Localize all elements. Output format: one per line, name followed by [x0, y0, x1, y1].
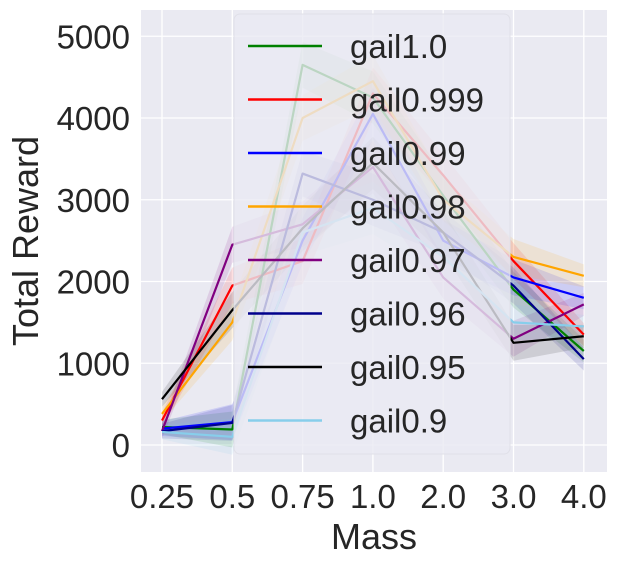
- x-axis-label: Mass: [331, 516, 417, 557]
- x-tick-label: 3.0: [491, 478, 537, 515]
- y-tick-label: 2000: [57, 264, 130, 301]
- legend-label: gail0.99: [350, 135, 466, 172]
- legend-label: gail0.96: [350, 296, 466, 333]
- y-tick-label: 3000: [57, 182, 130, 219]
- y-tick-labels: 0 1000 2000 3000 4000 5000: [57, 18, 130, 464]
- y-tick-label: 5000: [57, 18, 130, 55]
- legend-label: gail1.0: [350, 28, 447, 65]
- legend-label: gail0.98: [350, 189, 466, 226]
- legend: gail1.0 gail0.999 gail0.99 gail0.98 gail0.97…: [233, 13, 511, 455]
- legend-label: gail0.95: [350, 349, 466, 386]
- x-tick-label: 1.0: [350, 478, 396, 515]
- x-tick-label: 2.0: [420, 478, 466, 515]
- y-axis-label: Total Reward: [5, 136, 46, 346]
- y-tick-label: 1000: [57, 345, 130, 382]
- x-tick-label: 0.5: [209, 478, 255, 515]
- x-tick-labels: 0.25 0.5 0.75 1.0 2.0 3.0 4.0: [130, 478, 607, 515]
- legend-label: gail0.999: [350, 82, 484, 119]
- x-tick-label: 0.75: [270, 478, 334, 515]
- y-tick-label: 0: [112, 427, 130, 464]
- x-tick-label: 4.0: [561, 478, 607, 515]
- legend-box: [233, 13, 511, 455]
- x-tick-label: 0.25: [130, 478, 194, 515]
- legend-label: gail0.97: [350, 242, 466, 279]
- legend-label: gail0.9: [350, 403, 447, 440]
- y-tick-label: 4000: [57, 100, 130, 137]
